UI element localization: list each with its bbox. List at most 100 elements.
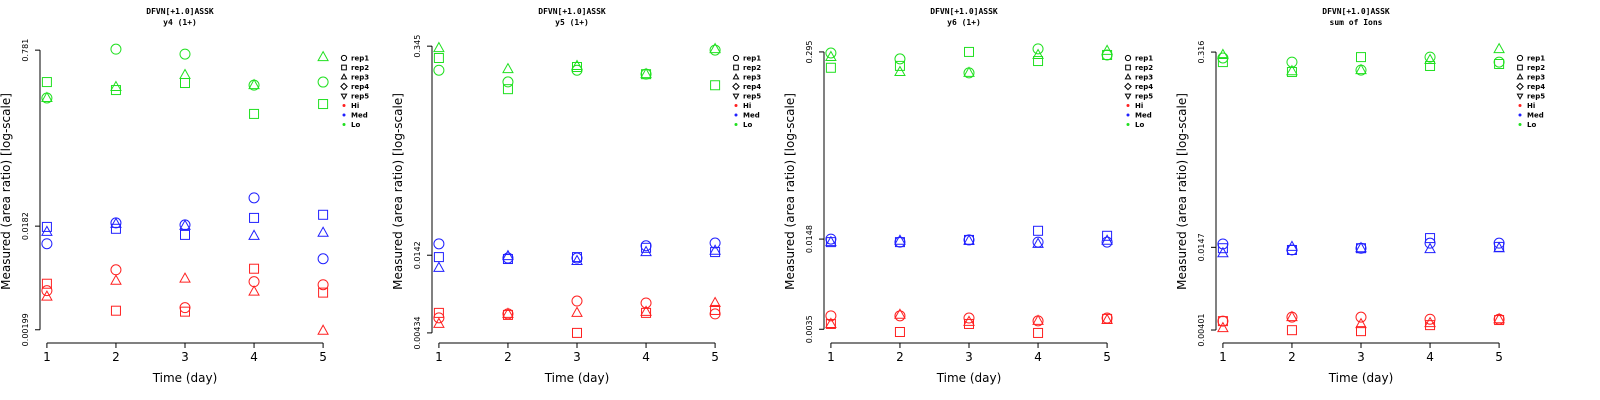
legend-symbol [1124, 93, 1132, 100]
marker [1286, 310, 1298, 322]
marker [1032, 237, 1044, 248]
marker [1425, 60, 1436, 71]
chart-subtitle: y5 (1+) [555, 18, 589, 27]
marker [179, 68, 191, 80]
marker [502, 62, 514, 74]
x-tick-label: 1 [1219, 350, 1227, 364]
marker [1217, 48, 1229, 59]
legend-symbol [734, 123, 738, 126]
marker [964, 234, 974, 245]
chart-subtitle: y4 (1+) [163, 18, 197, 27]
marker [41, 278, 52, 289]
marker [502, 84, 513, 95]
marker [894, 327, 905, 338]
legend-symbol [1126, 113, 1130, 117]
marker [317, 324, 329, 335]
y-tick-label: 0.0182 [21, 212, 30, 240]
marker [1425, 320, 1436, 331]
marker [433, 64, 445, 76]
x-tick-label: 2 [112, 350, 120, 364]
marker [894, 308, 906, 319]
marker [1033, 225, 1044, 236]
marker [1493, 312, 1505, 324]
marker [963, 234, 975, 246]
y-tick-label: 0.0148 [805, 225, 814, 253]
x-tick-label: 4 [1426, 350, 1434, 364]
legend-label: Hi [351, 102, 359, 110]
x-tick-label: 3 [1357, 350, 1365, 364]
legend-label: rep3 [1527, 74, 1545, 82]
marker [1217, 321, 1229, 333]
marker [180, 229, 190, 240]
legend-label: rep5 [1527, 93, 1545, 101]
x-tick-label: 1 [43, 350, 51, 364]
marker [179, 48, 191, 60]
legend-symbol [340, 93, 348, 100]
y-tick-label: 0.0142 [413, 241, 422, 269]
marker [248, 192, 260, 204]
marker [641, 307, 652, 318]
marker [41, 238, 53, 250]
marker [572, 252, 582, 263]
x-tick-label: 5 [319, 350, 327, 364]
marker [825, 310, 837, 322]
marker [894, 65, 906, 77]
x-tick-label: 2 [896, 350, 904, 364]
marker [248, 285, 260, 296]
legend-label: rep1 [1135, 55, 1153, 63]
legend-label: rep5 [351, 93, 369, 101]
marker [1032, 43, 1044, 55]
x-tick-label: 1 [435, 350, 443, 364]
legend-label: Med [351, 112, 368, 120]
marker [110, 80, 122, 92]
legend-symbol [1124, 73, 1132, 80]
legend-label: Hi [1527, 102, 1535, 110]
marker [1424, 316, 1436, 328]
marker [433, 238, 445, 250]
marker [1032, 314, 1044, 325]
marker [1286, 64, 1298, 76]
marker [709, 244, 721, 255]
marker [1493, 241, 1505, 253]
legend-symbol [341, 64, 347, 71]
marker [1102, 49, 1113, 60]
marker [1101, 236, 1113, 248]
marker [1424, 313, 1436, 325]
legend-symbol [1516, 73, 1524, 80]
marker [502, 309, 513, 320]
marker [1355, 63, 1367, 75]
legend-label: Med [1527, 112, 1544, 120]
legend-label: rep5 [743, 93, 761, 101]
legend-label: rep3 [743, 74, 761, 82]
marker [963, 66, 975, 77]
x-tick-label: 4 [642, 350, 650, 364]
marker [825, 62, 836, 73]
marker [1033, 56, 1044, 67]
y-axis-label: Measured (area ratio) [log-scale] [1175, 93, 1189, 290]
marker [41, 290, 53, 301]
marker [110, 274, 122, 285]
y-tick-label: 0.781 [21, 39, 30, 62]
legend-label: rep4 [1135, 83, 1153, 91]
legend-symbol [734, 104, 738, 107]
marker [709, 44, 721, 56]
marker [710, 80, 721, 91]
chart-title: DFVN[+1.0]ASSK [146, 7, 214, 16]
x-tick-label: 3 [573, 350, 581, 364]
legend-label: Lo [743, 121, 752, 129]
x-tick-label: 5 [1495, 350, 1503, 364]
marker [249, 263, 260, 274]
legend-symbol [340, 82, 348, 91]
marker [317, 226, 329, 237]
legend-label: Lo [1135, 121, 1144, 129]
legend-symbol [1518, 113, 1522, 117]
marker [571, 59, 583, 70]
marker [41, 221, 52, 232]
marker [640, 67, 652, 79]
legend-label: rep3 [1135, 74, 1153, 82]
x-tick-label: 2 [504, 350, 512, 364]
marker [180, 306, 190, 317]
legend-symbol [1516, 93, 1524, 100]
marker [964, 318, 974, 329]
marker [1493, 42, 1505, 54]
